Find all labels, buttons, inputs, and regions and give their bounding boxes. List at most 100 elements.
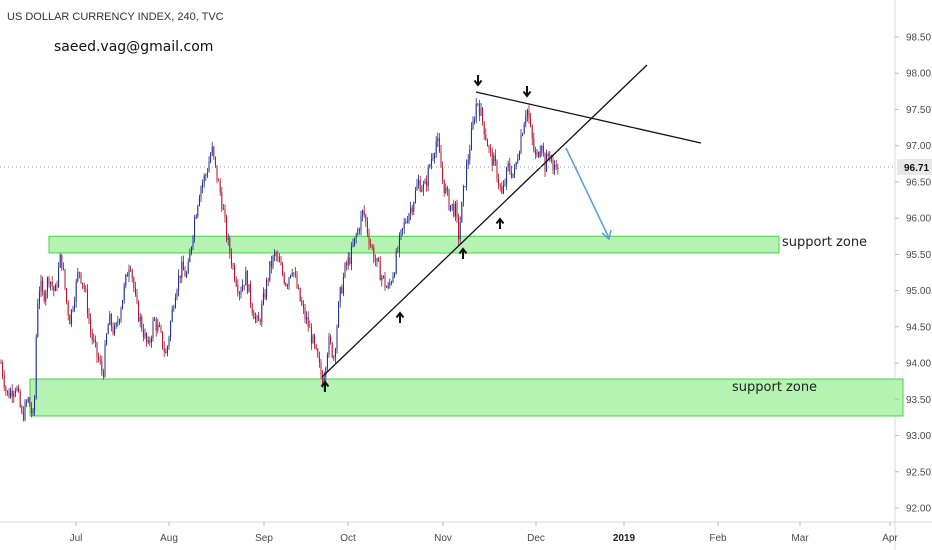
candle-body <box>450 205 452 210</box>
candle-body <box>498 179 500 185</box>
candle-body <box>389 282 391 286</box>
price-tick-label: 95.50 <box>906 250 931 261</box>
candle-body <box>197 205 199 217</box>
candle-body <box>214 156 216 166</box>
candle-body <box>315 344 317 349</box>
down-arrow-marker[interactable] <box>473 75 483 87</box>
candle-body <box>101 361 103 372</box>
candle-body <box>362 210 364 216</box>
candle-body <box>288 277 290 286</box>
candle-body <box>413 202 415 212</box>
support-zone-label-upper[interactable]: support zone <box>782 235 867 250</box>
up-arrow-marker[interactable] <box>495 217 505 229</box>
candle-body <box>370 244 372 246</box>
price-axis: 98.50 98.00 97.50 97.00 96.50 96.00 95.50 95.00… <box>895 33 931 515</box>
candle-body <box>58 267 60 287</box>
candle-body <box>357 229 359 235</box>
candle-body <box>158 324 160 327</box>
candle-body <box>5 387 7 391</box>
candle-body <box>152 320 154 339</box>
ascending-trendline[interactable] <box>321 64 648 378</box>
candle-body <box>466 164 468 187</box>
candle-body <box>496 161 498 180</box>
candle-body <box>341 287 343 294</box>
candle-body <box>358 229 360 231</box>
support-zone-label-lower[interactable]: support zone <box>732 380 817 395</box>
up-arrow-marker[interactable] <box>395 311 405 323</box>
price-tick-label: 97.00 <box>906 141 931 152</box>
candle-body <box>352 244 354 247</box>
candle-body <box>387 285 389 288</box>
candle-body <box>122 300 124 310</box>
candle-body <box>539 151 541 157</box>
candle-body <box>43 291 45 302</box>
candle-body <box>293 272 295 274</box>
candle-body <box>365 214 367 222</box>
candle-body <box>406 221 408 223</box>
candle-body <box>202 182 204 188</box>
candle-body <box>347 257 349 266</box>
candle-body <box>200 187 202 197</box>
candle-body <box>19 391 21 407</box>
candle-body <box>144 333 146 338</box>
candle-body <box>66 288 68 302</box>
candle-body <box>286 285 288 287</box>
down-arrow-marker[interactable] <box>522 86 532 98</box>
author-email-text[interactable]: saeed.vag@gmail.com <box>54 39 213 55</box>
candle-body <box>299 287 301 301</box>
time-tick-label: Sep <box>255 533 273 544</box>
candle-body <box>26 401 28 403</box>
candle-body <box>155 319 157 331</box>
candle-body <box>414 190 416 203</box>
candle-body <box>296 275 298 288</box>
candle-body <box>392 276 394 283</box>
up-arrow-marker[interactable] <box>320 380 330 392</box>
candle-body <box>448 189 450 210</box>
candle-body <box>486 139 488 147</box>
candle-body <box>6 390 8 393</box>
candle-body <box>382 276 384 277</box>
up-arrow-marker[interactable] <box>458 247 468 259</box>
candle-body <box>230 253 232 265</box>
candle-body <box>418 180 420 185</box>
candle-body <box>75 280 77 302</box>
candle-body <box>256 316 258 318</box>
candle-body <box>355 234 357 238</box>
candle-body <box>146 333 148 343</box>
price-tick-label: 96.00 <box>906 214 931 225</box>
time-tick-label: Oct <box>340 533 356 544</box>
candle-body <box>482 108 484 122</box>
candle-body <box>344 263 346 277</box>
candle-body <box>434 154 436 158</box>
candle-body <box>456 203 458 218</box>
candle-body <box>232 264 234 266</box>
candle-body <box>438 138 440 152</box>
candle-body <box>342 276 344 294</box>
candle-body <box>483 121 485 135</box>
candle-body <box>163 347 165 352</box>
candle-body <box>437 138 439 142</box>
time-tick-label: Jul <box>70 533 83 544</box>
candle-body <box>528 110 530 120</box>
candle-body <box>290 274 292 278</box>
descending-trendline[interactable] <box>475 91 702 144</box>
candle-body <box>443 179 445 193</box>
candle-body <box>349 257 351 264</box>
time-tick-label: Nov <box>434 533 452 544</box>
candle-body <box>120 309 122 320</box>
candle-body <box>35 336 37 398</box>
support-zone-rect[interactable] <box>29 378 904 417</box>
projection-arrow-head <box>601 229 612 241</box>
candle-body <box>147 340 149 343</box>
candle-body <box>205 175 207 176</box>
projection-arrow[interactable] <box>565 147 610 239</box>
candle-body <box>453 204 455 217</box>
candle-body <box>421 189 423 192</box>
candle-body <box>522 133 524 136</box>
support-zone-rect[interactable] <box>48 235 780 254</box>
candle-body <box>422 183 424 190</box>
price-tick-label: 94.00 <box>906 359 931 370</box>
candle-body <box>181 261 183 278</box>
